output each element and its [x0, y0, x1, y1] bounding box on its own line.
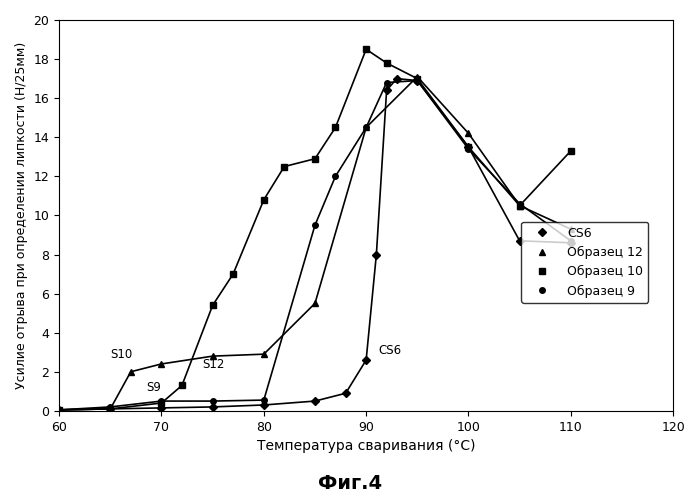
Образец 12 [209, 353, 217, 359]
Образец 10 [280, 163, 288, 169]
Text: S9: S9 [146, 381, 161, 394]
Образец 9 [464, 146, 473, 152]
Образец 12 [106, 406, 115, 412]
Образец 9 [413, 78, 421, 84]
CS6 [464, 144, 473, 150]
CS6 [362, 357, 370, 363]
Образец 10 [413, 76, 421, 82]
Образец 12 [464, 130, 473, 136]
Образец 9 [362, 124, 370, 130]
Образец 9 [311, 222, 319, 228]
Образец 10 [106, 406, 115, 412]
Образец 9 [515, 201, 524, 207]
Образец 12 [515, 203, 524, 209]
CS6 [372, 251, 381, 257]
Образец 12 [413, 74, 421, 80]
CS6 [342, 390, 350, 396]
Line: Образец 9: Образец 9 [57, 78, 573, 413]
Образец 10 [311, 156, 319, 162]
Образец 9 [260, 397, 268, 403]
Образец 10 [566, 148, 575, 154]
Образец 10 [158, 400, 166, 406]
Образец 12 [55, 407, 64, 413]
Образец 12 [158, 361, 166, 367]
Образец 10 [260, 197, 268, 203]
Text: CS6: CS6 [379, 344, 402, 357]
Образец 12 [127, 369, 135, 375]
Образец 9 [106, 404, 115, 410]
Образец 12 [260, 351, 268, 357]
Line: CS6: CS6 [57, 76, 573, 413]
Образец 10 [382, 60, 391, 66]
Text: S10: S10 [111, 348, 132, 361]
Legend: CS6, Образец 12, Образец 10, Образец 9: CS6, Образец 12, Образец 10, Образец 9 [522, 222, 648, 303]
CS6 [311, 398, 319, 404]
Образец 10 [331, 124, 340, 130]
Образец 9 [382, 80, 391, 86]
Образец 9 [158, 398, 166, 404]
Line: Образец 10: Образец 10 [57, 46, 573, 413]
Образец 10 [362, 46, 370, 52]
Text: Фиг.4: Фиг.4 [318, 474, 382, 493]
CS6 [158, 405, 166, 411]
CS6 [382, 87, 391, 93]
Образец 10 [229, 271, 237, 277]
Образец 12 [311, 300, 319, 306]
Образец 10 [55, 407, 64, 413]
CS6 [106, 406, 115, 412]
Образец 9 [331, 173, 340, 179]
Образец 10 [209, 302, 217, 308]
CS6 [393, 76, 401, 82]
Образец 9 [55, 407, 64, 413]
Образец 9 [209, 398, 217, 404]
Образец 12 [566, 226, 575, 232]
X-axis label: Температура сваривания (°C): Температура сваривания (°C) [257, 439, 475, 453]
CS6 [566, 240, 575, 246]
Образец 10 [178, 382, 186, 388]
Образец 10 [464, 144, 473, 150]
Line: Образец 12: Образец 12 [56, 73, 574, 413]
CS6 [260, 402, 268, 408]
Образец 10 [515, 203, 524, 209]
Образец 12 [362, 124, 370, 130]
CS6 [209, 404, 217, 410]
Образец 9 [566, 238, 575, 244]
Y-axis label: Усилие отрыва при определении липкости (Н/25мм): Усилие отрыва при определении липкости (… [15, 42, 28, 389]
Text: S12: S12 [202, 358, 225, 371]
CS6 [413, 78, 421, 84]
CS6 [515, 238, 524, 244]
CS6 [55, 407, 64, 413]
